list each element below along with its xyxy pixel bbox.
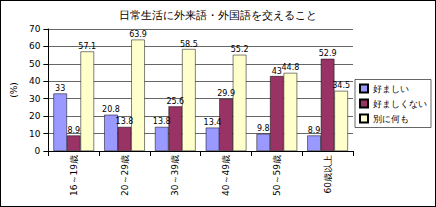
svg-text:0: 0 xyxy=(35,146,41,156)
svg-text:10: 10 xyxy=(29,129,41,139)
svg-text:33: 33 xyxy=(55,84,65,93)
svg-text:25.6: 25.6 xyxy=(166,97,184,106)
svg-text:63.9: 63.9 xyxy=(129,30,147,39)
svg-text:8.9: 8.9 xyxy=(67,126,80,135)
svg-text:13.8: 13.8 xyxy=(116,117,134,126)
svg-text:55.2: 55.2 xyxy=(231,45,249,54)
svg-text:8.9: 8.9 xyxy=(308,126,321,135)
svg-text:20.8: 20.8 xyxy=(102,105,120,114)
svg-text:13.4: 13.4 xyxy=(204,118,222,127)
svg-text:日常生活に外来語・外国語を交えること: 日常生活に外来語・外国語を交えること xyxy=(119,9,317,22)
svg-text:70: 70 xyxy=(29,24,41,34)
svg-text:40～49歳: 40～49歳 xyxy=(221,155,231,196)
svg-text:好ましくない: 好ましくない xyxy=(373,99,427,109)
svg-text:9.8: 9.8 xyxy=(257,124,270,133)
svg-text:30: 30 xyxy=(29,94,41,104)
svg-text:60歳以上: 60歳以上 xyxy=(323,155,333,193)
svg-text:60: 60 xyxy=(29,41,41,51)
svg-text:13.8: 13.8 xyxy=(153,117,171,126)
svg-text:57.1: 57.1 xyxy=(78,42,96,51)
svg-text:58.5: 58.5 xyxy=(180,40,198,49)
svg-text:20: 20 xyxy=(29,111,41,121)
svg-text:別に何も: 別に何も xyxy=(373,114,409,124)
svg-text:30～39歳: 30～39歳 xyxy=(170,155,180,196)
svg-text:34.5: 34.5 xyxy=(332,81,350,90)
svg-text:29.9: 29.9 xyxy=(217,89,235,98)
svg-text:40: 40 xyxy=(29,76,41,86)
svg-text:好ましい: 好ましい xyxy=(373,84,409,94)
svg-text:52.9: 52.9 xyxy=(319,49,337,58)
svg-text:43: 43 xyxy=(272,67,282,76)
svg-text:50～59歳: 50～59歳 xyxy=(272,155,282,196)
svg-text:44.8: 44.8 xyxy=(281,63,299,72)
svg-text:20～29歳: 20～29歳 xyxy=(120,155,130,196)
svg-text:(%): (%) xyxy=(9,82,19,98)
svg-text:50: 50 xyxy=(29,59,41,69)
svg-text:16～19歳: 16～19歳 xyxy=(69,155,79,196)
